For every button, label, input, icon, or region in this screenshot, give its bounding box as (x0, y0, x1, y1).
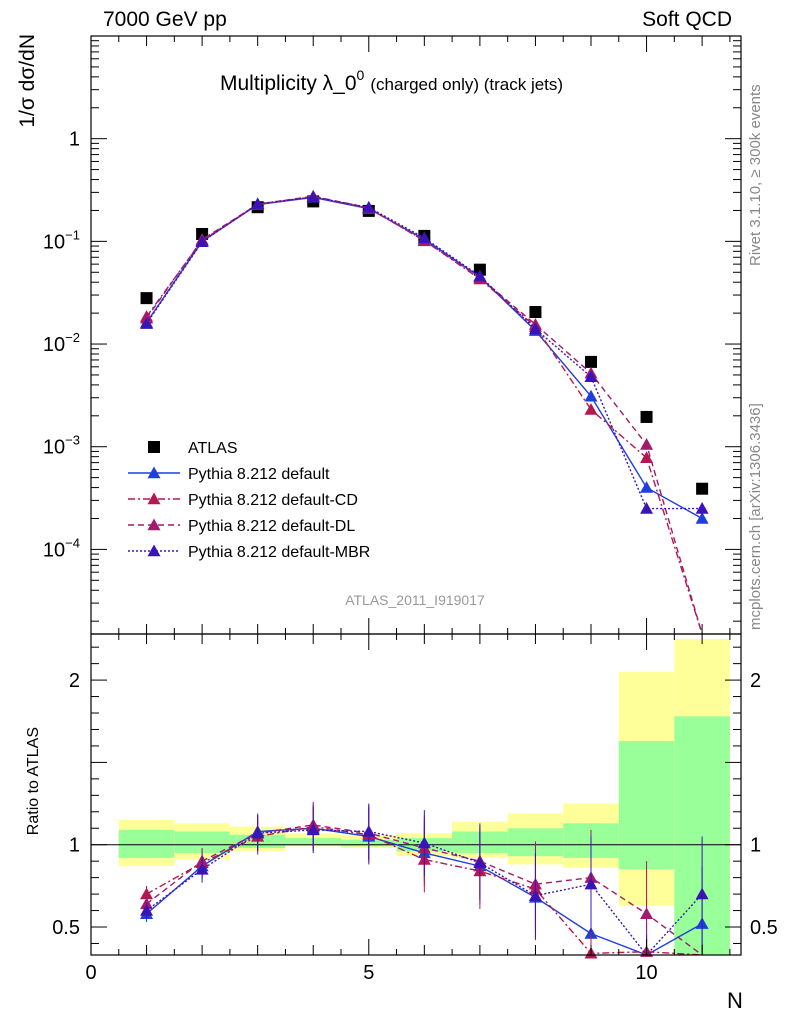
ratio-series-3-point-7 (473, 856, 487, 869)
plot-subtitle: (charged only) (track jets) (370, 75, 563, 94)
main-series-4-point-6 (417, 231, 431, 244)
main-y-tick-label-3: 10−3 (43, 433, 80, 459)
main-series-4-point-11 (695, 502, 709, 514)
legend-label-4: Pythia 8.212 default-MBR (188, 544, 370, 561)
ratio-series-3-point-5 (362, 825, 376, 837)
x-tick-label-5: 5 (363, 962, 374, 984)
header-category: Soft QCD (642, 8, 732, 31)
x-tick-label-0: 0 (85, 962, 96, 984)
ratio-series-3-line (146, 829, 703, 957)
ratio-y-tick-label-right-2: 2 (750, 670, 761, 692)
main-series-4-point-10 (640, 502, 654, 514)
legend-marker-1 (147, 466, 161, 479)
legend-marker-3 (147, 518, 161, 531)
main-series-0-point-9 (585, 355, 597, 368)
plot-title-superscript: 0 (357, 67, 365, 83)
ratio-panel-frame (90, 633, 742, 956)
ratio-y-tick-label-left-0: 0.5 (52, 917, 80, 939)
plot-title: Multiplicity λ_00 (charged only) (track j… (220, 67, 563, 95)
legend-label-1: Pythia 8.212 default (188, 466, 330, 483)
ratio-series-2-point-10 (640, 907, 654, 920)
main-y-tick-exponent-2: −2 (65, 330, 80, 345)
band-green-1 (118, 829, 175, 858)
main-series-4-point-5 (362, 200, 376, 213)
main-series-4-point-3 (251, 197, 265, 210)
main-series-2-point-9 (584, 403, 598, 415)
ratio-series-1-point-1 (140, 887, 154, 900)
legend-label-2: Pythia 8.212 default-CD (188, 492, 358, 509)
main-series-0-point-8 (529, 306, 542, 319)
main-series-3-point-10 (640, 438, 654, 450)
main-series-4-point-4 (306, 190, 320, 203)
main-series-0-point-1 (140, 292, 153, 305)
legend-marker-0 (148, 441, 160, 453)
ratio-series-3-point-8 (528, 889, 542, 901)
main-y-tick-exponent-1: −1 (65, 227, 80, 242)
ratio-series-3-point-11 (695, 887, 709, 900)
header-process: 7000 GeV pp (103, 8, 227, 31)
main-series-1-point-9 (584, 389, 598, 402)
main-series-4-point-8 (528, 322, 542, 335)
ratio-y-tick-label-right-1: 1 (750, 835, 761, 857)
main-y-tick-label-0: 1 (69, 129, 80, 151)
main-series-1-point-10 (640, 481, 654, 493)
ratio-y-tick-label-right-0: 0.5 (750, 917, 778, 939)
main-series-3-line (145, 195, 703, 635)
ratio-y-tick-label-left-1: 1 (69, 835, 80, 857)
main-series-4-point-2 (195, 235, 209, 248)
legend-label-3: Pythia 8.212 default-DL (188, 518, 355, 535)
axes (90, 35, 742, 956)
legend-marker-4 (147, 544, 161, 557)
main-y-tick-label-2: 10−2 (43, 330, 80, 356)
ratio-series-3-point-1 (140, 904, 154, 916)
main-series-2-line (145, 196, 703, 635)
main-y-axis-label: 1/σ dσ/dN (16, 34, 39, 128)
main-y-tick-label-1: 10−1 (43, 227, 80, 253)
ratio-series-3-point-9 (584, 877, 598, 890)
legend-marker-2 (147, 492, 161, 505)
ratio-y-axis-label: Ratio to ATLAS (25, 727, 42, 835)
main-series-4-point-1 (140, 317, 154, 329)
ratio-series-3-point-6 (417, 836, 431, 849)
main-series-4-point-7 (473, 269, 487, 282)
analysis-watermark: ATLAS_2011_I919017 (345, 592, 485, 608)
main-y-tick-exponent-4: −4 (65, 535, 80, 550)
legend-label-0: ATLAS (188, 440, 238, 457)
x-axis-label: N (727, 988, 743, 1013)
x-tick-label-10: 10 (635, 962, 657, 984)
main-y-tick-label-4: 10−4 (43, 535, 80, 561)
legend: ATLAS Pythia 8.212 default Pythia 8.212 de… (128, 440, 370, 561)
main-series-4-point-9 (584, 370, 598, 382)
main-series-0-point-11 (696, 482, 709, 495)
ratio-series-3-point-2 (195, 862, 209, 875)
main-series-2-point-10 (640, 451, 654, 464)
band-green-10 (618, 741, 675, 870)
main-y-tick-exponent-3: −3 (65, 433, 80, 448)
ratio-y-tick-label-left-2: 2 (69, 670, 80, 692)
ratio-series-3-point-4 (306, 823, 320, 836)
main-series-0-point-10 (640, 410, 653, 423)
main-series-1-point-11 (695, 511, 709, 524)
ratio-series-3-point-3 (251, 826, 265, 839)
band-green-2 (174, 831, 230, 853)
